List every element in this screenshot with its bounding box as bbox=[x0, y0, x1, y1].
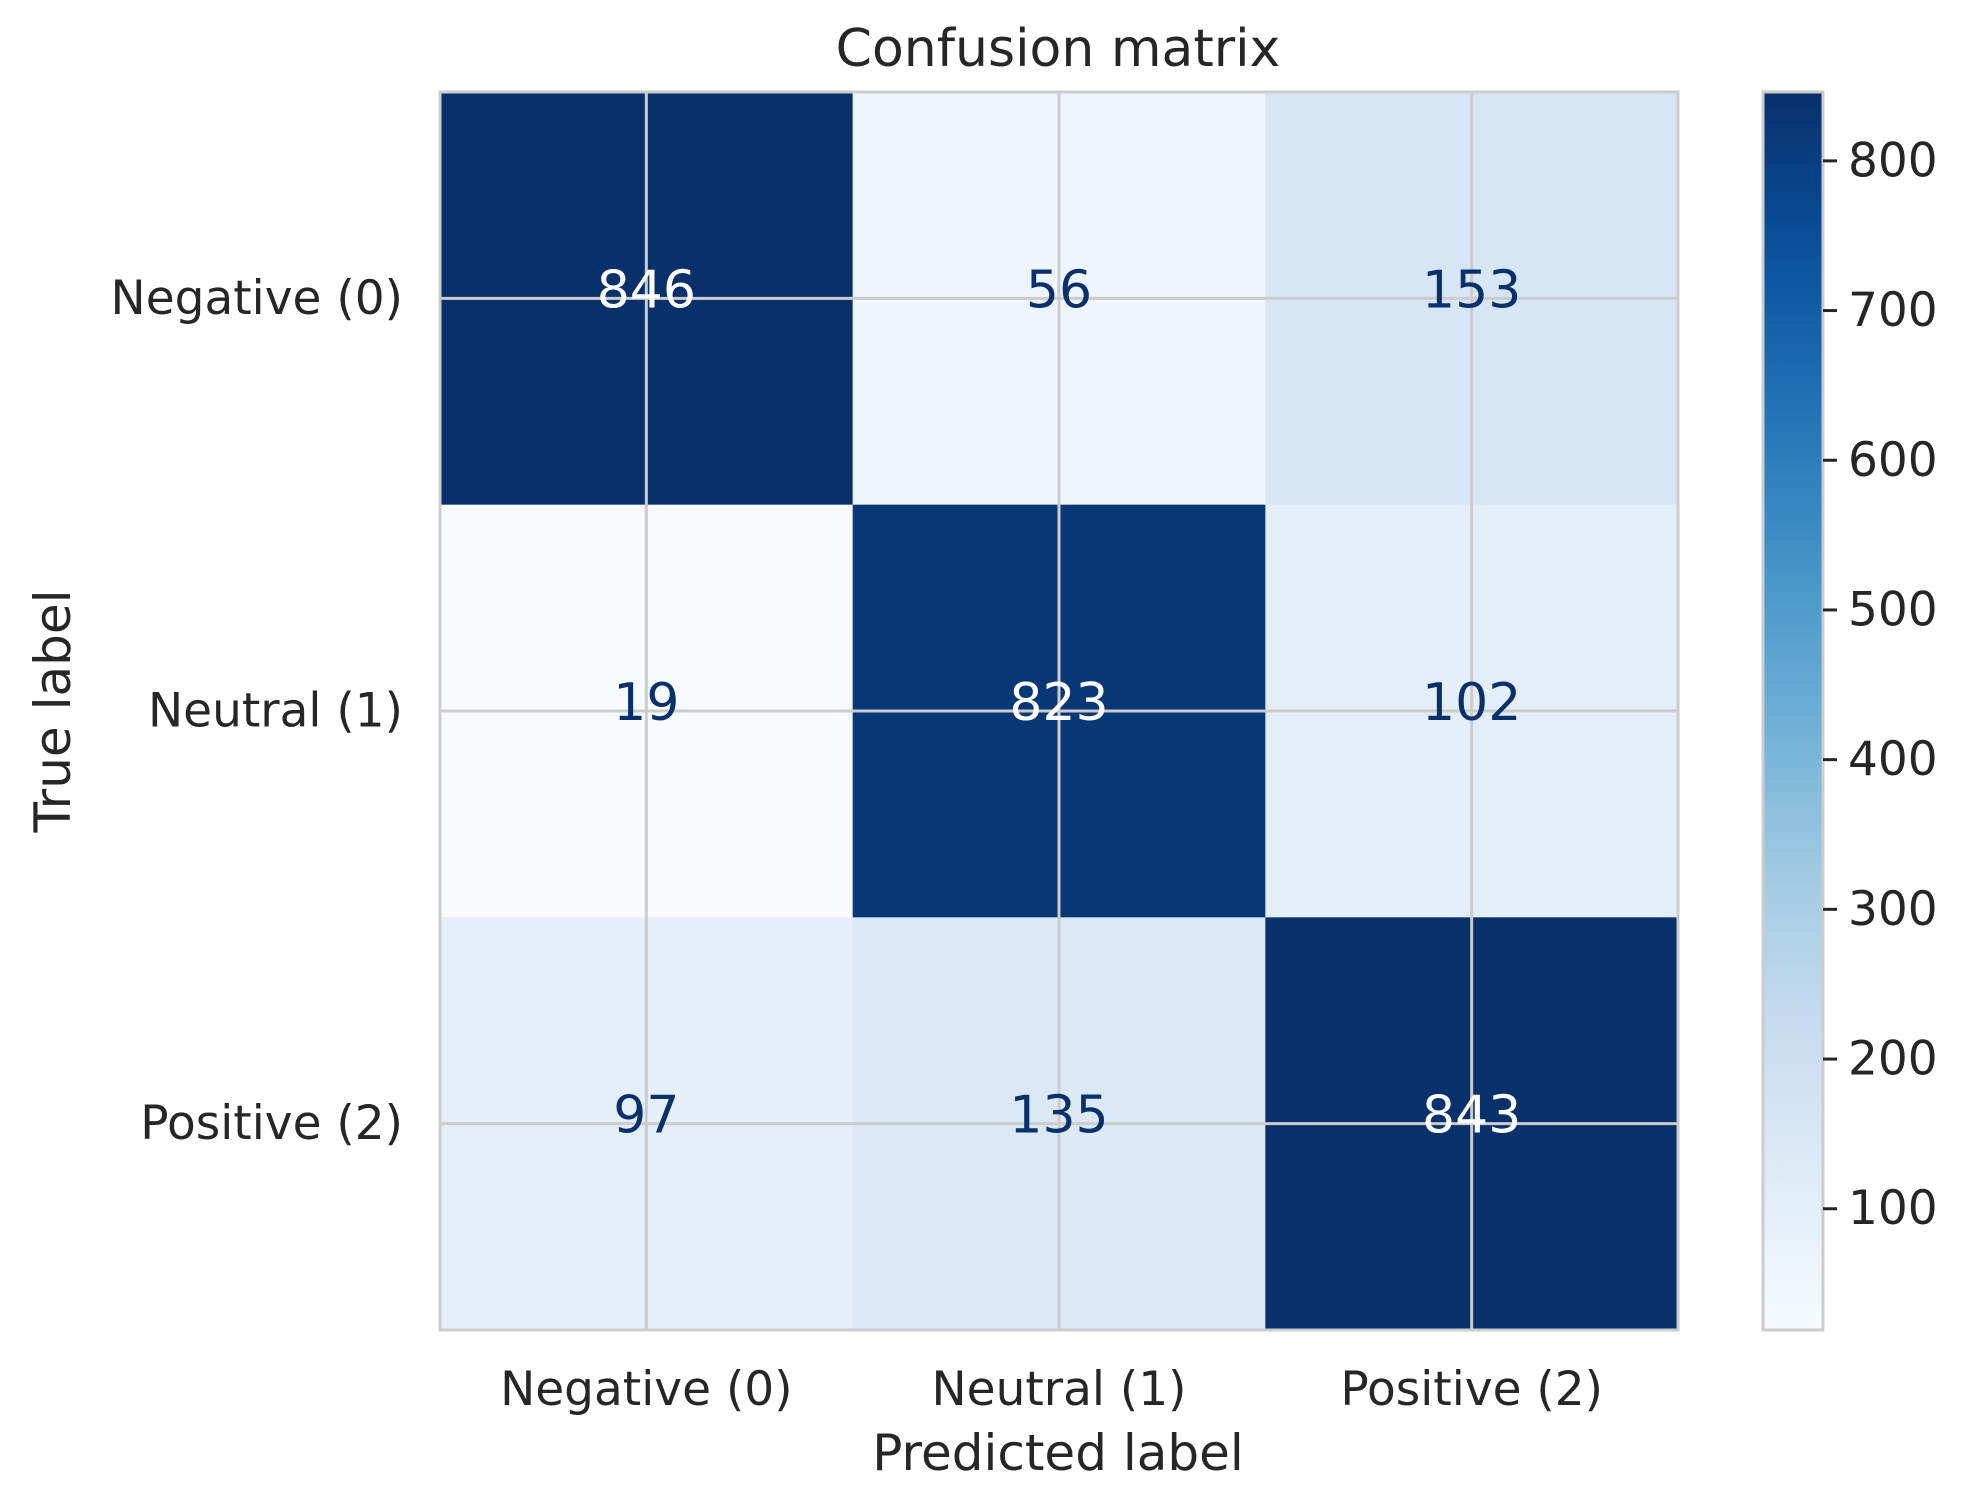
cell-value-r1-c0: 19 bbox=[613, 673, 679, 733]
x-tick-label-0: Negative (0) bbox=[500, 1362, 792, 1417]
cell-value-r2-c0: 97 bbox=[613, 1086, 679, 1146]
colorbar-tick-label-7: 800 bbox=[1848, 133, 1938, 188]
y-tick-label-1: Neutral (1) bbox=[148, 684, 403, 739]
y-axis-label: True label bbox=[24, 589, 82, 833]
colorbar-tick-label-4: 500 bbox=[1848, 582, 1938, 637]
colorbar-tick-label-1: 200 bbox=[1848, 1032, 1938, 1087]
chart-title: Confusion matrix bbox=[836, 19, 1281, 79]
colorbar-tick-label-5: 600 bbox=[1848, 433, 1938, 488]
x-tick-label-2: Positive (2) bbox=[1340, 1362, 1603, 1417]
colorbar-tick-label-6: 700 bbox=[1848, 283, 1938, 338]
x-axis-ticks: Negative (0) Neutral (1) Positive (2) bbox=[500, 1362, 1603, 1417]
y-tick-label-0: Negative (0) bbox=[111, 271, 403, 326]
cell-value-r0-c0: 846 bbox=[597, 260, 696, 320]
grid-lines bbox=[440, 92, 1678, 1330]
colorbar-tick-label-3: 400 bbox=[1848, 732, 1938, 787]
colorbar-tick-label-0: 100 bbox=[1848, 1181, 1938, 1236]
cell-value-r0-c2: 153 bbox=[1422, 260, 1521, 320]
colorbar-ticks: 100 200 300 400 500 600 700 800 bbox=[1823, 133, 1938, 1236]
cell-annotations: 846 56 153 19 823 102 97 135 843 bbox=[597, 260, 1522, 1145]
cell-value-r0-c1: 56 bbox=[1026, 260, 1092, 320]
x-tick-label-1: Neutral (1) bbox=[932, 1362, 1187, 1417]
colorbar-tick-label-2: 300 bbox=[1848, 882, 1938, 937]
colorbar bbox=[1761, 90, 1825, 1332]
y-tick-label-2: Positive (2) bbox=[140, 1096, 403, 1151]
cell-value-r2-c2: 843 bbox=[1422, 1086, 1521, 1146]
plot-frame bbox=[438, 90, 1680, 1332]
cell-value-r2-c1: 135 bbox=[1009, 1086, 1108, 1146]
cell-value-r1-c2: 102 bbox=[1422, 673, 1521, 733]
x-axis-label: Predicted label bbox=[872, 1424, 1244, 1482]
cell-value-r1-c1: 823 bbox=[1009, 673, 1108, 733]
y-axis-ticks: Negative (0) Neutral (1) Positive (2) bbox=[111, 271, 403, 1151]
